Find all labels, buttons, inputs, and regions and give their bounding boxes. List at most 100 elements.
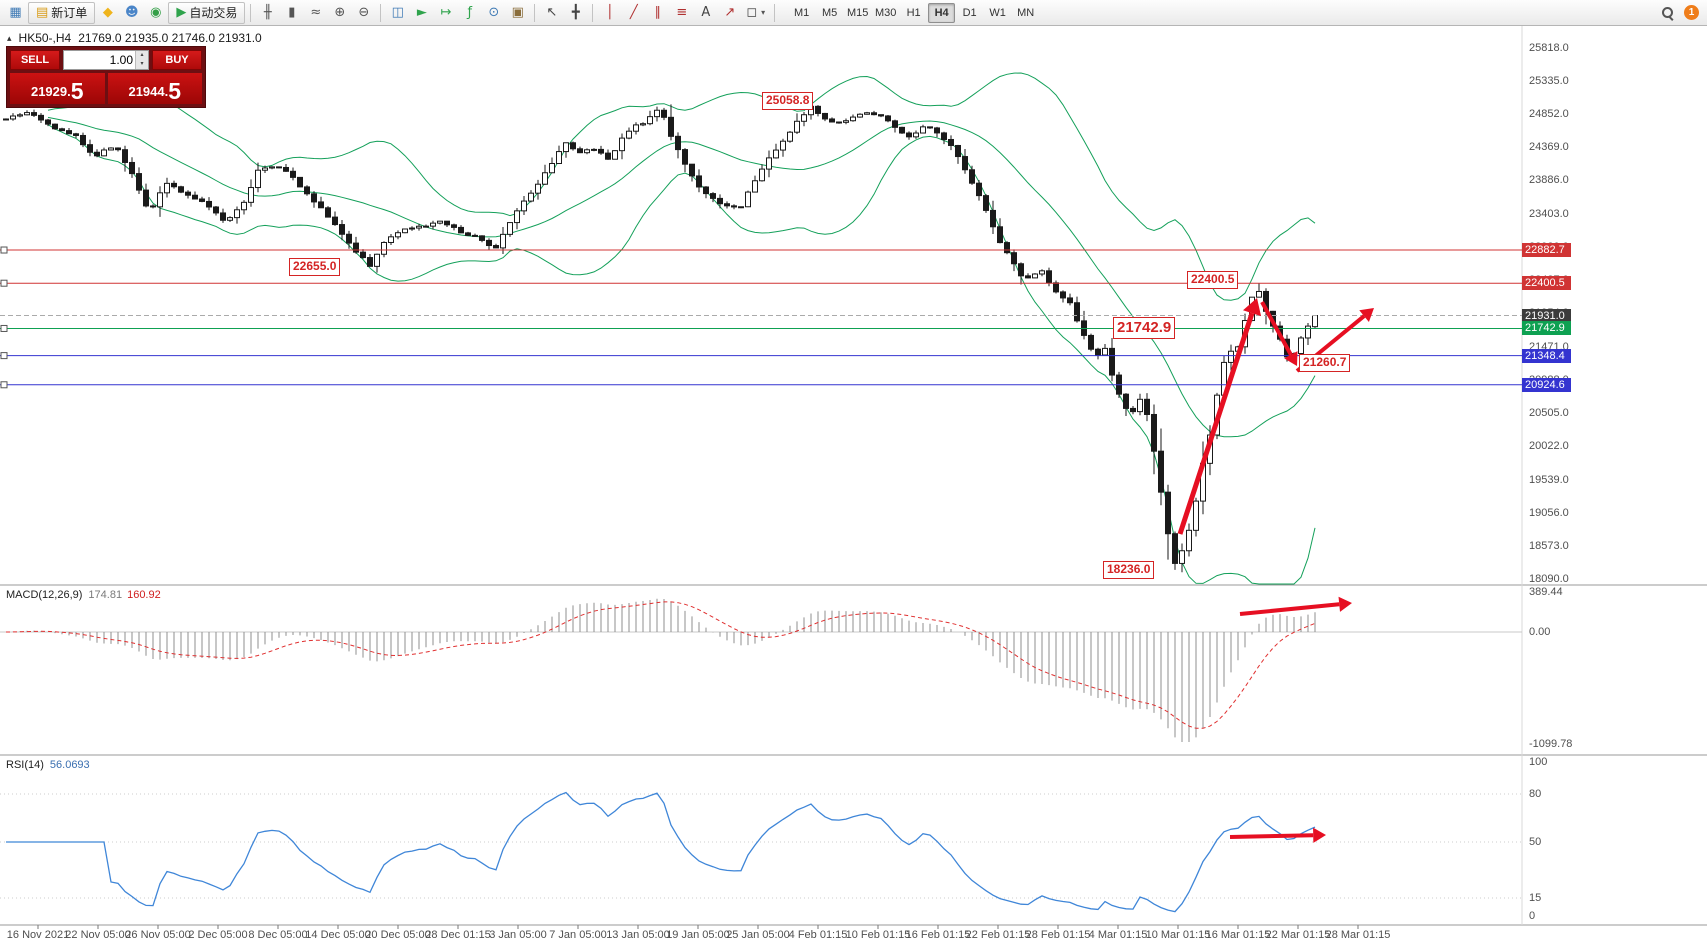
price-tag-20924.6: 20924.6 (1522, 377, 1571, 392)
periods-icon: ⊙ (488, 5, 500, 20)
auto-scroll-icon: ► (416, 5, 427, 20)
timeframe-H1[interactable]: H1 (900, 3, 927, 23)
toolbar-separator (250, 3, 252, 22)
rsi-axis-value: 15 (1529, 891, 1542, 904)
zoom-in-icon[interactable]: ⊕ (328, 2, 351, 24)
arrow-tool-icon[interactable]: ↗ (718, 2, 741, 24)
timeframe-M5[interactable]: M5 (816, 3, 843, 23)
fibonacci-tool-icon[interactable]: ≡ (670, 2, 693, 24)
buy-button[interactable]: BUY (152, 50, 202, 70)
tile-windows-icon[interactable]: ◫ (386, 2, 409, 24)
text-tool-icon[interactable]: A (694, 2, 717, 24)
horizontal-line-objects[interactable] (0, 246, 1522, 389)
dropdown-caret-icon: ▾ (761, 8, 766, 17)
trend-arrow[interactable] (1229, 833, 1314, 839)
trend-arrow-head[interactable] (1338, 596, 1352, 612)
tile-windows-icon: ◫ (391, 5, 404, 20)
hline-anchor[interactable] (0, 352, 8, 360)
price-label-25058.8[interactable]: 25058.8 (762, 92, 814, 110)
zoom-out-icon[interactable]: ⊖ (352, 2, 375, 24)
new-chart-icon[interactable]: ▦ (4, 2, 27, 24)
zoom-out-icon: ⊖ (358, 5, 370, 20)
fibonacci-tool-icon: ≡ (676, 5, 688, 20)
hline-anchor[interactable] (0, 381, 8, 389)
cursor-icon[interactable]: ↖ (540, 2, 563, 24)
timeframe-MN[interactable]: MN (1012, 3, 1039, 23)
price-tag-22882.7: 22882.7 (1522, 243, 1571, 258)
trend-arrow[interactable] (1260, 301, 1293, 356)
new-order-button-label: 新订单 (51, 6, 88, 20)
price-label-21742.9[interactable]: 21742.9 (1113, 317, 1176, 339)
sell-price[interactable]: 21929. 5 (10, 73, 105, 104)
trend-arrow[interactable] (1239, 602, 1340, 616)
candlestick-chart-icon: ▮ (288, 5, 296, 20)
price-label-22655.0[interactable]: 22655.0 (289, 258, 341, 276)
auto-trading-button[interactable]: ▶ 自动交易 (168, 1, 246, 24)
trend-arrows[interactable] (1177, 298, 1374, 843)
price-tick: 18090.0 (1529, 573, 1569, 586)
lot-size-input[interactable] (64, 51, 135, 69)
rsi-axis: 100 80 50 15 0 (1522, 0, 1707, 947)
trend-arrow-head[interactable] (1284, 351, 1298, 366)
timeframe-M15[interactable]: M15 (844, 3, 871, 23)
rsi-indicator (0, 791, 1522, 913)
timeframe-W1[interactable]: W1 (984, 3, 1011, 23)
profile-icon[interactable]: ☻ (120, 2, 143, 24)
notification-badge[interactable]: 1 (1684, 5, 1699, 20)
line-chart-icon: ≈ (310, 5, 322, 20)
cursor-icon: ↖ (546, 5, 558, 20)
line-chart-icon[interactable]: ≈ (304, 2, 327, 24)
macd-axis: 389.44 0.00 -1099.78 (1522, 0, 1707, 947)
price-axis[interactable]: 25818.0 25335.0 24852.0 24369.0 23886.0 23403… (1522, 0, 1707, 947)
ohlc-bars-icon[interactable]: ╫ (256, 2, 279, 24)
search-button[interactable] (1656, 2, 1679, 24)
crosshair-icon[interactable]: ╋ (564, 2, 587, 24)
sell-price-big-digit: 5 (70, 78, 84, 104)
price-tick: 23886.0 (1529, 174, 1569, 187)
trend-arrow-head[interactable] (1313, 827, 1326, 843)
collapse-panel-icon[interactable]: ▴ (7, 32, 12, 43)
zoom-in-icon: ⊕ (334, 5, 346, 20)
timeframe-D1[interactable]: D1 (956, 3, 983, 23)
buy-price[interactable]: 21944. 5 (107, 73, 202, 104)
timeframe-M30[interactable]: M30 (872, 3, 899, 23)
shapes-tool-icon[interactable]: ◻ ▾ (742, 2, 769, 24)
candlestick-chart-icon[interactable]: ▮ (280, 2, 303, 24)
chart-shift-icon[interactable]: ↦ (434, 2, 457, 24)
price-tick: 25335.0 (1529, 74, 1569, 87)
templates-icon[interactable]: ▣ (506, 2, 529, 24)
trend-arrow-head[interactable] (1243, 298, 1262, 317)
lot-decrease-button[interactable]: ▾ (136, 60, 148, 69)
toolbar-separator (380, 3, 382, 22)
price-label-22400.5[interactable]: 22400.5 (1187, 271, 1239, 289)
toolbar: ▦ ▤ 新订单 ◆ ☻ ◉ ▶ 自动交易 ╫ ▮ ≈ ⊕ ⊖ ◫ ► ↦ ƒ ⊙ ▣ ↖ ╋ │ ╱ ∥ ≡ A ↗ ◻ ▾ M1 M5 M1… (0, 0, 1707, 26)
quick-deposit-icon[interactable]: ◆ (96, 2, 119, 24)
macd-signal-value: 160.92 (127, 589, 161, 601)
sell-button[interactable]: SELL (10, 50, 60, 70)
price-label-18236.0[interactable]: 18236.0 (1103, 561, 1155, 579)
channel-tool-icon[interactable]: ∥ (646, 2, 669, 24)
trendline-tool-icon: ╱ (629, 5, 638, 20)
hline-anchor[interactable] (0, 279, 8, 287)
auto-scroll-icon[interactable]: ► (410, 2, 433, 24)
trend-arrow-head[interactable] (1359, 308, 1374, 322)
periods-icon[interactable]: ⊙ (482, 2, 505, 24)
lot-increase-button[interactable]: ▴ (136, 51, 148, 60)
vertical-line-tool-icon[interactable]: │ (598, 2, 621, 24)
trendline-tool-icon[interactable]: ╱ (622, 2, 645, 24)
symbol-ohlc-values: 21769.0 21935.0 21746.0 21931.0 (78, 31, 262, 45)
indicators-icon[interactable]: ƒ (458, 2, 481, 24)
new-order-button[interactable]: ▤ 新订单 (28, 1, 96, 24)
trend-arrow[interactable] (1177, 312, 1255, 535)
hline-anchor[interactable] (0, 246, 8, 254)
lot-size-field: ▴ ▾ (63, 50, 149, 70)
timeframe-H4[interactable]: H4 (928, 2, 956, 23)
signals-icon[interactable]: ◉ (144, 2, 167, 24)
chart-shift-icon: ↦ (440, 5, 452, 20)
timeframe-M1[interactable]: M1 (788, 3, 815, 23)
rsi-title: RSI(14) (6, 759, 44, 771)
price-label-21260.7[interactable]: 21260.7 (1299, 354, 1351, 372)
signals-icon: ◉ (150, 5, 162, 20)
hline-anchor[interactable] (0, 324, 8, 332)
